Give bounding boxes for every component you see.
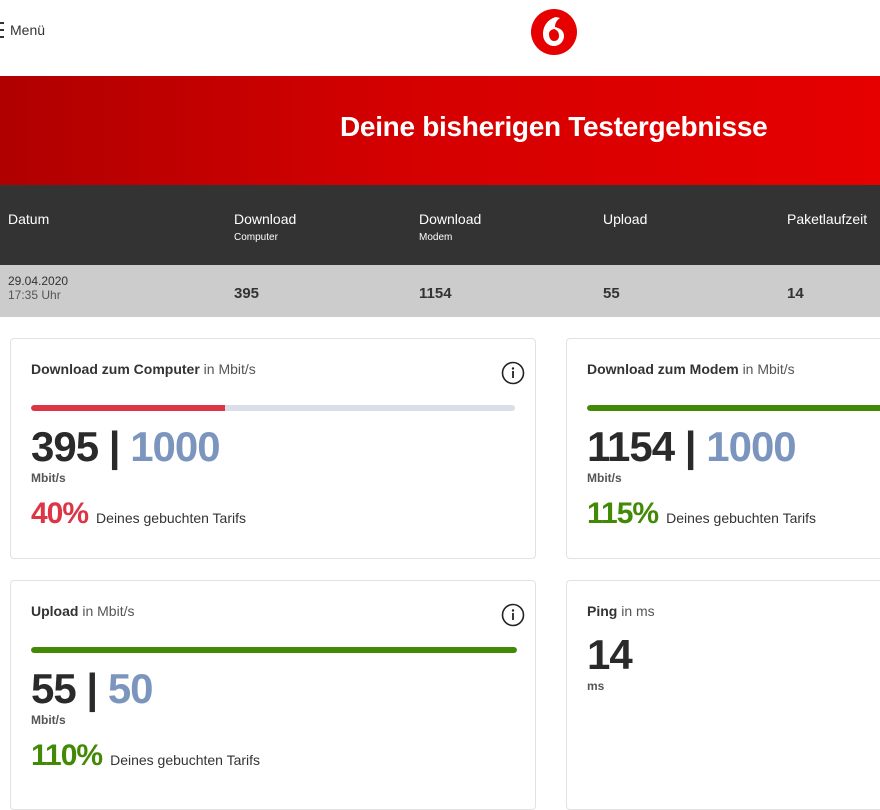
unit-label: Mbit/s xyxy=(587,471,622,485)
row-upload: 55 xyxy=(603,285,620,302)
row-download-computer: 395 xyxy=(234,285,260,302)
row-ping: 14 xyxy=(787,285,804,302)
progress-bar xyxy=(587,405,880,411)
percent-row: 110% Deines gebuchten Tarifs xyxy=(31,739,260,773)
top-bar: Menü xyxy=(0,0,880,76)
hero-banner: Deine bisherigen Testergebnisse xyxy=(0,76,880,185)
speed-value: 1154 | 1000 xyxy=(587,423,797,470)
speed-value: 55 | 50 xyxy=(31,665,154,712)
percent-value: 40% xyxy=(31,497,89,530)
download-modem-card: Download zum Modem in Mbit/s 1154 | 1000… xyxy=(566,338,880,559)
unit-label: Mbit/s xyxy=(31,713,66,727)
percent-value: 110% xyxy=(31,739,103,772)
progress-fill xyxy=(31,405,225,411)
menu-button[interactable]: Menü xyxy=(0,22,45,38)
progress-fill xyxy=(587,405,880,411)
ping-card: Ping in ms 14 ms xyxy=(566,580,880,810)
download-computer-card: Download zum Computer in Mbit/s 395 | 10… xyxy=(10,338,536,559)
header-paketlaufzeit: Paketlaufzeit xyxy=(787,211,868,227)
card-title: Download zum Computer in Mbit/s xyxy=(31,361,256,377)
tarif-value: 1000 xyxy=(706,423,796,470)
percent-value: 115% xyxy=(587,497,659,530)
percent-text: Deines gebuchten Tarifs xyxy=(110,752,261,768)
hamburger-icon xyxy=(0,22,4,38)
percent-row: 115% Deines gebuchten Tarifs xyxy=(587,497,816,531)
menu-label: Menü xyxy=(10,22,46,38)
header-upload: Upload xyxy=(603,211,648,227)
info-icon[interactable] xyxy=(501,603,525,627)
vodafone-logo[interactable] xyxy=(531,9,577,55)
row-date: 29.04.2020 17:35 Uhr xyxy=(8,274,69,302)
progress-fill xyxy=(31,647,517,653)
progress-bar xyxy=(31,647,517,653)
card-title: Ping in ms xyxy=(587,603,655,619)
upload-card: Upload in Mbit/s 55 | 50 Mbit/s 110% Dein… xyxy=(10,580,536,810)
tarif-value: 1000 xyxy=(130,423,220,470)
card-title: Download zum Modem in Mbit/s xyxy=(587,361,795,377)
header-download-computer: Download Computer xyxy=(234,211,297,243)
table-row[interactable]: 29.04.2020 17:35 Uhr 395 1154 55 14 xyxy=(0,265,880,317)
row-download-modem: 1154 xyxy=(419,285,452,302)
ping-value: 14 xyxy=(587,631,633,678)
percent-text: Deines gebuchten Tarifs xyxy=(96,510,246,526)
percent-row: 40% Deines gebuchten Tarifs xyxy=(31,497,246,531)
speed-value: 395 | 1000 xyxy=(31,423,221,470)
unit-label: Mbit/s xyxy=(31,471,66,485)
progress-bar xyxy=(31,405,515,411)
unit-label: ms xyxy=(587,679,605,693)
tarif-value: 50 xyxy=(107,665,154,712)
info-icon[interactable] xyxy=(501,361,525,385)
percent-text: Deines gebuchten Tarifs xyxy=(666,510,817,526)
results-table-header: Datum Download Computer Download Modem Upl… xyxy=(0,185,880,265)
header-datum: Datum xyxy=(8,211,50,227)
page-title: Deine bisherigen Testergebnisse xyxy=(340,111,768,142)
header-download-modem: Download Modem xyxy=(419,211,482,243)
card-title: Upload in Mbit/s xyxy=(31,603,135,619)
